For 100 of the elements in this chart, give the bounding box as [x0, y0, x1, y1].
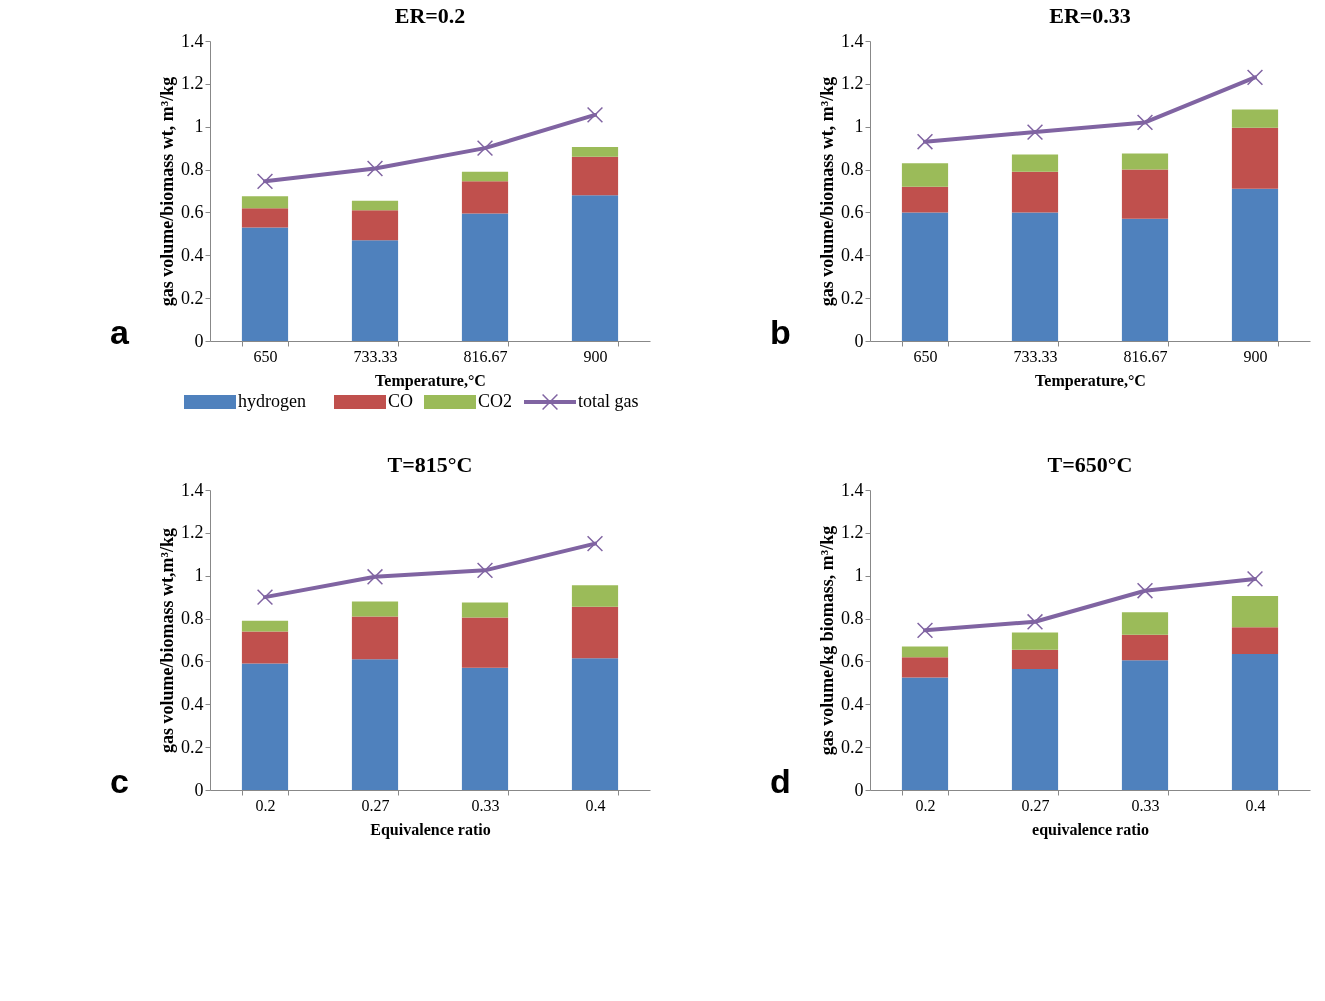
y-tick-label: 0.8	[181, 608, 204, 629]
y-axis-title: gas volume/kg biomass, m³/kg	[817, 525, 837, 756]
bar	[351, 659, 399, 790]
bar	[1011, 154, 1059, 172]
point	[586, 535, 604, 552]
bar	[241, 208, 289, 228]
y-tick-label: 0.2	[841, 287, 864, 308]
point	[1246, 69, 1264, 86]
bar	[1231, 596, 1279, 628]
bar	[1121, 218, 1169, 341]
bar	[1231, 627, 1279, 654]
bar	[1011, 649, 1059, 669]
x-tick-label: 0.4	[1245, 796, 1266, 814]
bar	[351, 240, 399, 341]
point	[916, 133, 934, 150]
bar	[571, 195, 619, 341]
point	[1136, 582, 1154, 599]
legend-label: total gas	[578, 391, 639, 411]
point	[256, 588, 274, 606]
y-axis-title: gas volume/biomass wt, m³/kg	[817, 76, 837, 307]
point	[366, 160, 384, 177]
y-tick-label: 1.2	[841, 73, 864, 94]
y-tick-label: 0.8	[181, 159, 204, 180]
point	[476, 562, 494, 579]
text: b	[770, 313, 791, 351]
y-tick-label: 1.2	[181, 73, 204, 94]
y-tick-label: 0	[194, 779, 204, 800]
bar	[351, 601, 399, 617]
x-tick-label: 733.33	[353, 347, 398, 365]
bar	[461, 602, 509, 618]
point	[366, 568, 384, 585]
y-tick-label: 1	[854, 565, 864, 586]
y-tick-label: 0.8	[841, 608, 864, 629]
bar	[1011, 668, 1059, 790]
bar	[1231, 127, 1279, 189]
y-tick-label: 0.6	[181, 650, 204, 671]
bar	[571, 147, 619, 157]
x-tick-label: 0.4	[585, 796, 606, 814]
bar	[1231, 653, 1279, 790]
y-tick-label: 1.2	[181, 522, 204, 543]
bar	[901, 212, 949, 341]
x-tick-label: 816.67	[463, 347, 508, 365]
text: a	[110, 313, 130, 351]
legend-label: CO2	[478, 391, 513, 411]
bar	[571, 156, 619, 196]
bar	[901, 646, 949, 658]
bar	[1121, 634, 1169, 661]
point	[476, 139, 494, 157]
bar	[461, 181, 509, 214]
bar	[901, 163, 949, 187]
x-tick-label: 0.27	[361, 796, 390, 814]
y-tick-label: 0.4	[181, 693, 204, 714]
bar	[461, 617, 509, 668]
bar	[241, 196, 289, 209]
point	[916, 622, 934, 639]
bar	[901, 677, 949, 790]
chart-title: ER=0.33	[1049, 3, 1131, 28]
x-axis-title: equivalence ratio	[1032, 820, 1149, 839]
x-axis-title: Temperature,°C	[375, 371, 486, 390]
y-tick-label: 1.2	[841, 522, 864, 543]
y-tick-label: 0.4	[841, 693, 864, 714]
y-axis-title: gas volume/biomass wt, m³/kg	[157, 76, 177, 307]
x-tick-label: 816.67	[1123, 347, 1168, 365]
x-tick-label: 900	[583, 347, 608, 365]
bar	[1011, 212, 1059, 341]
bar	[461, 171, 509, 182]
y-tick-label: 1	[194, 116, 204, 137]
x-tick-label: 0.2	[255, 796, 276, 814]
x-tick-label: 0.33	[1131, 796, 1160, 814]
y-tick-label: 1	[854, 116, 864, 137]
y-tick-label: 0	[194, 330, 204, 351]
point	[1136, 114, 1154, 131]
y-axis-title: gas volume/biomass wt,m³/kg	[157, 528, 177, 753]
y-tick-label: 0	[854, 779, 864, 800]
bar	[351, 616, 399, 660]
y-tick-label: 0.6	[841, 650, 864, 671]
x-axis-title: Temperature,°C	[1035, 371, 1146, 390]
x-axis-title: Equivalence ratio	[370, 820, 491, 839]
bar	[241, 620, 289, 632]
bar	[1121, 612, 1169, 635]
y-tick-label: 0.8	[841, 159, 864, 180]
bar	[1121, 660, 1169, 790]
y-tick-label: 0.2	[841, 736, 864, 757]
bar	[241, 663, 289, 790]
bar	[461, 667, 509, 790]
point	[1246, 570, 1264, 588]
bar	[241, 631, 289, 664]
x-tick-label: 0.27	[1021, 796, 1050, 814]
chart-title: T=815°C	[387, 452, 473, 477]
y-tick-label: 1.4	[181, 479, 204, 500]
bar	[1121, 153, 1169, 170]
bar	[1011, 632, 1059, 650]
bar	[1231, 188, 1279, 341]
legend-label: CO	[388, 391, 414, 411]
bar	[461, 213, 509, 341]
x-tick-label: 900	[1243, 347, 1268, 365]
bar	[571, 585, 619, 607]
y-tick-label: 0.4	[181, 244, 204, 265]
point	[1026, 613, 1044, 630]
bar	[571, 606, 619, 659]
